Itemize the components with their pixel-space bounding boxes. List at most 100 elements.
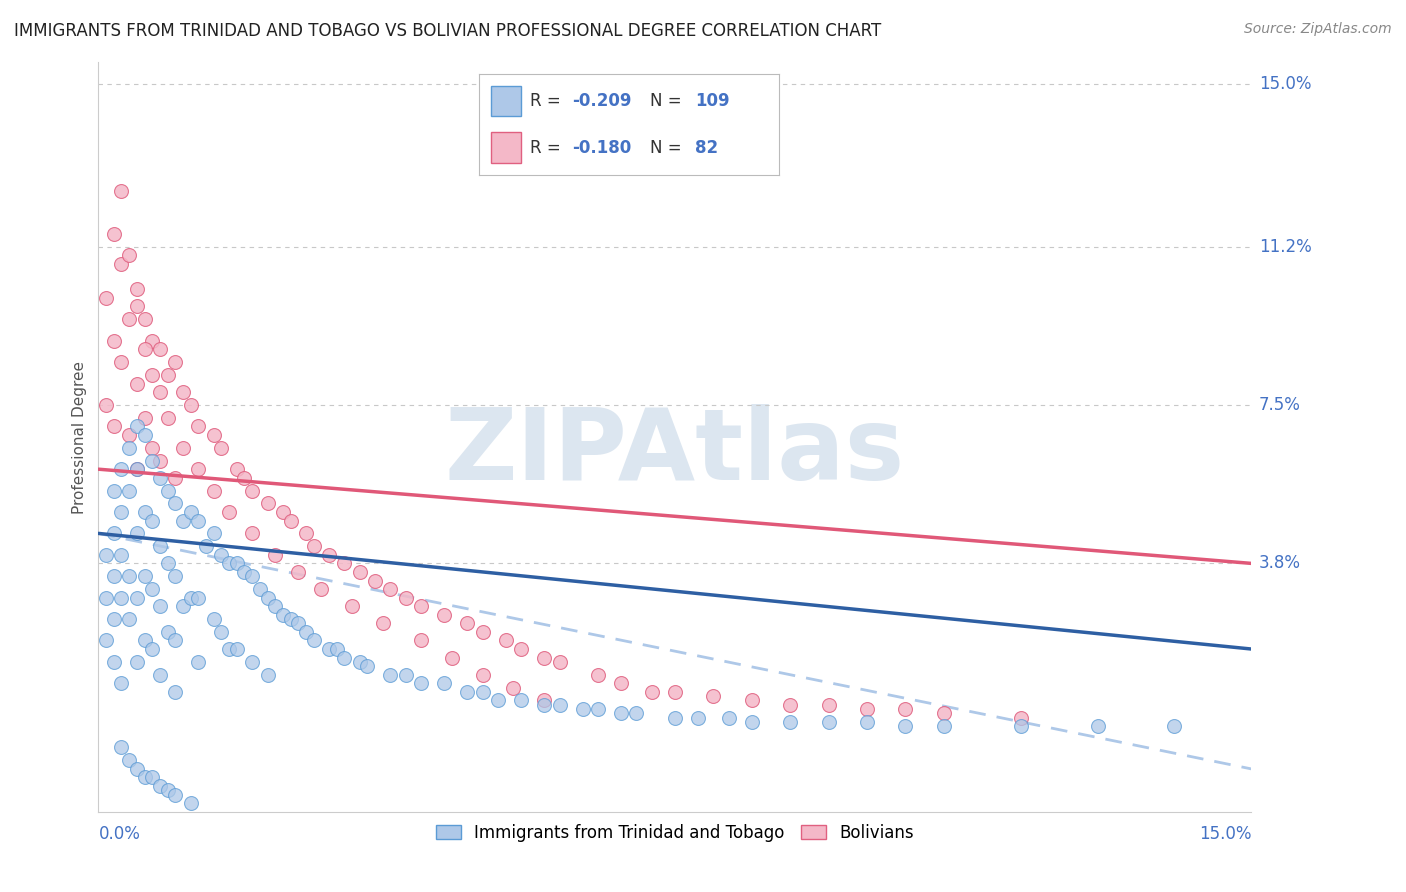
Point: [110, 676, 132, 690]
Point: [125, 462, 148, 476]
Point: [134, 312, 156, 326]
Point: [302, 633, 325, 648]
Point: [134, 428, 156, 442]
Point: [433, 676, 456, 690]
Legend: Immigrants from Trinidad and Tobago, Bolivians: Immigrants from Trinidad and Tobago, Bol…: [429, 817, 921, 848]
Point: [471, 624, 494, 639]
Point: [932, 719, 955, 733]
Point: [134, 410, 156, 425]
Point: [287, 616, 309, 631]
Point: [456, 616, 478, 631]
Point: [486, 693, 509, 707]
Point: [165, 496, 187, 510]
Point: [156, 410, 179, 425]
Point: [256, 667, 278, 681]
Text: IMMIGRANTS FROM TRINIDAD AND TOBAGO VS BOLIVIAN PROFESSIONAL DEGREE CORRELATION : IMMIGRANTS FROM TRINIDAD AND TOBAGO VS B…: [14, 22, 882, 40]
Point: [180, 505, 202, 519]
Point: [225, 462, 247, 476]
Point: [894, 719, 917, 733]
Point: [349, 655, 371, 669]
Point: [134, 569, 156, 583]
Point: [817, 698, 839, 712]
Point: [371, 616, 394, 631]
Point: [249, 582, 271, 596]
Point: [156, 624, 179, 639]
Text: 0.0%: 0.0%: [98, 824, 141, 843]
Point: [548, 655, 571, 669]
Point: [233, 471, 256, 485]
Point: [264, 599, 287, 614]
Point: [110, 462, 132, 476]
Point: [125, 591, 148, 605]
Point: [180, 796, 202, 810]
Point: [295, 624, 318, 639]
Point: [333, 650, 356, 665]
Text: 15.0%: 15.0%: [1258, 75, 1312, 93]
Point: [103, 483, 125, 498]
Point: [741, 693, 763, 707]
Point: [94, 633, 117, 648]
Point: [280, 612, 302, 626]
Point: [149, 343, 172, 357]
Point: [779, 714, 801, 729]
Point: [202, 483, 225, 498]
Point: [932, 706, 955, 721]
Point: [103, 334, 125, 348]
Point: [110, 505, 132, 519]
Point: [440, 650, 463, 665]
Point: [125, 300, 148, 314]
Point: [325, 642, 347, 657]
Text: ZIPAtlas: ZIPAtlas: [444, 403, 905, 500]
Point: [333, 557, 356, 571]
Point: [110, 548, 132, 562]
Point: [141, 771, 163, 785]
Point: [318, 548, 340, 562]
Point: [141, 642, 163, 657]
Point: [302, 539, 325, 553]
Point: [125, 526, 148, 541]
Point: [141, 334, 163, 348]
Point: [141, 368, 163, 382]
Point: [586, 667, 609, 681]
Point: [149, 385, 172, 400]
Point: [187, 655, 209, 669]
Point: [134, 771, 156, 785]
Point: [187, 462, 209, 476]
Point: [209, 441, 232, 455]
Point: [149, 539, 172, 553]
Point: [380, 667, 402, 681]
Point: [94, 548, 117, 562]
Point: [533, 698, 555, 712]
Point: [149, 779, 172, 793]
Point: [610, 676, 633, 690]
Point: [641, 685, 664, 699]
Point: [1163, 719, 1185, 733]
Point: [356, 659, 378, 673]
Point: [318, 642, 340, 657]
Text: Source: ZipAtlas.com: Source: ZipAtlas.com: [1244, 22, 1392, 37]
Point: [295, 526, 318, 541]
Point: [125, 282, 148, 296]
Point: [411, 633, 433, 648]
Point: [103, 526, 125, 541]
Point: [172, 514, 194, 528]
Point: [287, 565, 309, 579]
Point: [134, 343, 156, 357]
Point: [103, 419, 125, 434]
Point: [586, 702, 609, 716]
Point: [664, 685, 686, 699]
Point: [340, 599, 363, 614]
Point: [256, 496, 278, 510]
Point: [141, 514, 163, 528]
Point: [233, 565, 256, 579]
Point: [118, 428, 141, 442]
Point: [664, 710, 686, 724]
Point: [103, 612, 125, 626]
Point: [94, 591, 117, 605]
Point: [202, 612, 225, 626]
Point: [110, 740, 132, 755]
Point: [311, 582, 333, 596]
Point: [364, 574, 387, 588]
Point: [172, 599, 194, 614]
Point: [118, 569, 141, 583]
